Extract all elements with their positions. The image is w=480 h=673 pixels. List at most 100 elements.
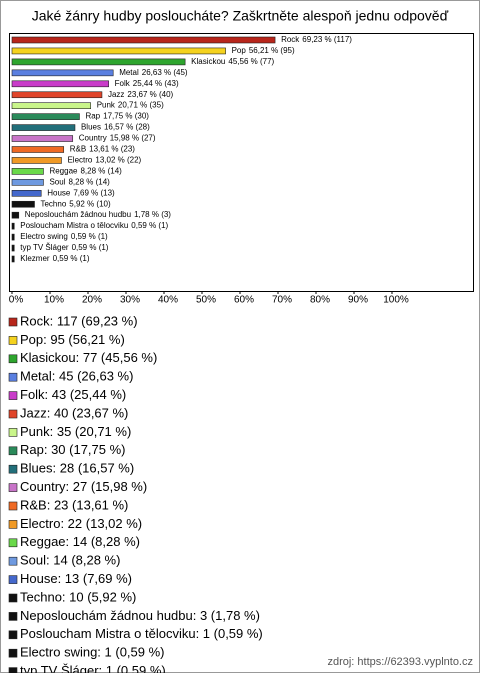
- chart-title: Jaké žánry hudby posloucháte? Zaškrtněte…: [32, 8, 449, 24]
- bar: [11, 91, 103, 99]
- legend-swatch: [8, 428, 18, 437]
- bar-label: Klezmer 0,59 % (1): [20, 254, 90, 263]
- legend-label: Reggae: 14 (8,28 %): [20, 534, 140, 549]
- category-label: Rap: [85, 112, 100, 121]
- value-label: 17,75 % (30): [103, 112, 149, 121]
- bar-label: Klasickou 45,56 % (77): [191, 57, 274, 66]
- x-tick-label: 20%: [82, 295, 102, 306]
- legend-swatch: [8, 464, 18, 474]
- bar: [11, 135, 74, 142]
- bar-label: House 7,69 % (13): [47, 188, 115, 197]
- legend-swatch: [8, 520, 18, 529]
- x-tick-label: 0%: [9, 295, 24, 306]
- value-label: 56,21 % (95): [249, 46, 295, 55]
- category-label: Neposlouchám žádnou hudbu: [25, 210, 131, 219]
- value-label: 5,92 % (10): [69, 199, 111, 208]
- legend-label: Blues: 28 (16,57 %): [20, 461, 134, 476]
- x-tick-label: 100%: [383, 295, 409, 306]
- category-label: R&B: [70, 145, 86, 154]
- legend-label: typ TV Šláger: 1 (0,59 %): [20, 663, 166, 673]
- value-label: 25,44 % (43): [133, 79, 179, 88]
- legend-label: R&B: 23 (13,61 %): [20, 497, 128, 512]
- x-tick-label: 90%: [348, 295, 368, 306]
- legend-swatch: [8, 317, 18, 327]
- bar: [11, 233, 15, 241]
- value-label: 8,28 % (14): [80, 167, 122, 176]
- category-label: Soul: [49, 177, 65, 186]
- bar-label: Blues 16,57 % (28): [81, 123, 150, 132]
- legend-swatch: [8, 648, 18, 658]
- bar: [11, 102, 91, 109]
- legend-label: Jazz: 40 (23,67 %): [20, 405, 128, 420]
- bar: [11, 244, 15, 252]
- value-label: 0,59 % (1): [53, 254, 90, 263]
- bar: [11, 157, 62, 164]
- legend-swatch: [8, 630, 18, 640]
- category-label: Punk: [97, 101, 116, 110]
- x-tick-label: 60%: [234, 295, 254, 306]
- legend-swatch: [8, 483, 18, 492]
- value-label: 13,61 % (23): [89, 145, 135, 154]
- bar: [11, 168, 44, 175]
- value-label: 0,59 % (1): [72, 243, 109, 252]
- legend-label: Country: 27 (15,98 %): [20, 479, 147, 494]
- bar: [11, 179, 44, 186]
- bar: [11, 146, 65, 153]
- x-tick-label: 40%: [158, 295, 178, 306]
- bar: [11, 211, 20, 219]
- value-label: 8,28 % (14): [68, 177, 110, 186]
- bar: [11, 36, 276, 44]
- value-label: 69,23 % (117): [302, 35, 352, 44]
- bar-label: Rap 17,75 % (30): [85, 112, 149, 121]
- bar: [11, 124, 76, 131]
- legend-swatch: [8, 556, 18, 566]
- legend-label: Electro: 22 (13,02 %): [20, 516, 142, 531]
- legend-label: Rock: 117 (69,23 %): [20, 313, 138, 328]
- bar-label: Country 15,98 % (27): [79, 134, 156, 143]
- bar-label: Folk 25,44 % (43): [115, 79, 179, 88]
- bar-label: Electro 13,02 % (22): [67, 156, 141, 165]
- x-tick-label: 30%: [120, 295, 140, 306]
- value-label: 1,78 % (3): [134, 210, 171, 219]
- category-label: Klasickou: [191, 57, 225, 66]
- legend-swatch: [8, 575, 18, 584]
- value-label: 7,69 % (13): [73, 188, 115, 197]
- value-label: 45,56 % (77): [228, 57, 274, 66]
- value-label: 20,71 % (35): [118, 101, 164, 110]
- category-label: Electro swing: [20, 232, 68, 241]
- bar-label: Punk 20,71 % (35): [97, 101, 164, 110]
- x-tick-label: 10%: [44, 295, 64, 306]
- legend-swatch: [8, 391, 18, 400]
- bar: [11, 222, 15, 230]
- category-label: Techno: [40, 199, 66, 208]
- legend-label: Rap: 30 (17,75 %): [20, 442, 126, 457]
- bar-label: Rock 69,23 % (117): [281, 35, 352, 44]
- value-label: 0,59 % (1): [71, 232, 108, 241]
- legend-label: House: 13 (7,69 %): [20, 571, 132, 586]
- category-label: Electro: [67, 156, 92, 165]
- legend-swatch: [8, 612, 18, 621]
- category-label: Metal: [119, 68, 139, 77]
- value-label: 15,98 % (27): [110, 134, 156, 143]
- category-label: Jazz: [108, 90, 124, 99]
- legend-label: Folk: 43 (25,44 %): [20, 387, 126, 402]
- value-label: 23,67 % (40): [127, 90, 173, 99]
- legend-swatch: [8, 538, 18, 548]
- bar: [11, 113, 80, 120]
- bar-label: Neposlouchám žádnou hudbu 1,78 % (3): [25, 210, 172, 219]
- legend-label: Electro swing: 1 (0,59 %): [20, 645, 165, 660]
- legend-label: Metal: 45 (26,63 %): [20, 369, 133, 384]
- bar-label: Pop 56,21 % (95): [232, 46, 295, 55]
- bar: [11, 255, 15, 263]
- category-label: Folk: [115, 79, 131, 88]
- value-label: 13,02 % (22): [95, 156, 141, 165]
- value-label: 16,57 % (28): [104, 123, 150, 132]
- bar-label: Reggae 8,28 % (14): [49, 167, 122, 176]
- category-label: Rock: [281, 35, 300, 44]
- legend-swatch: [8, 593, 18, 603]
- legend-swatch: [8, 354, 18, 364]
- value-label: 26,63 % (45): [142, 68, 188, 77]
- bar: [11, 80, 109, 88]
- category-label: Klezmer: [20, 254, 50, 263]
